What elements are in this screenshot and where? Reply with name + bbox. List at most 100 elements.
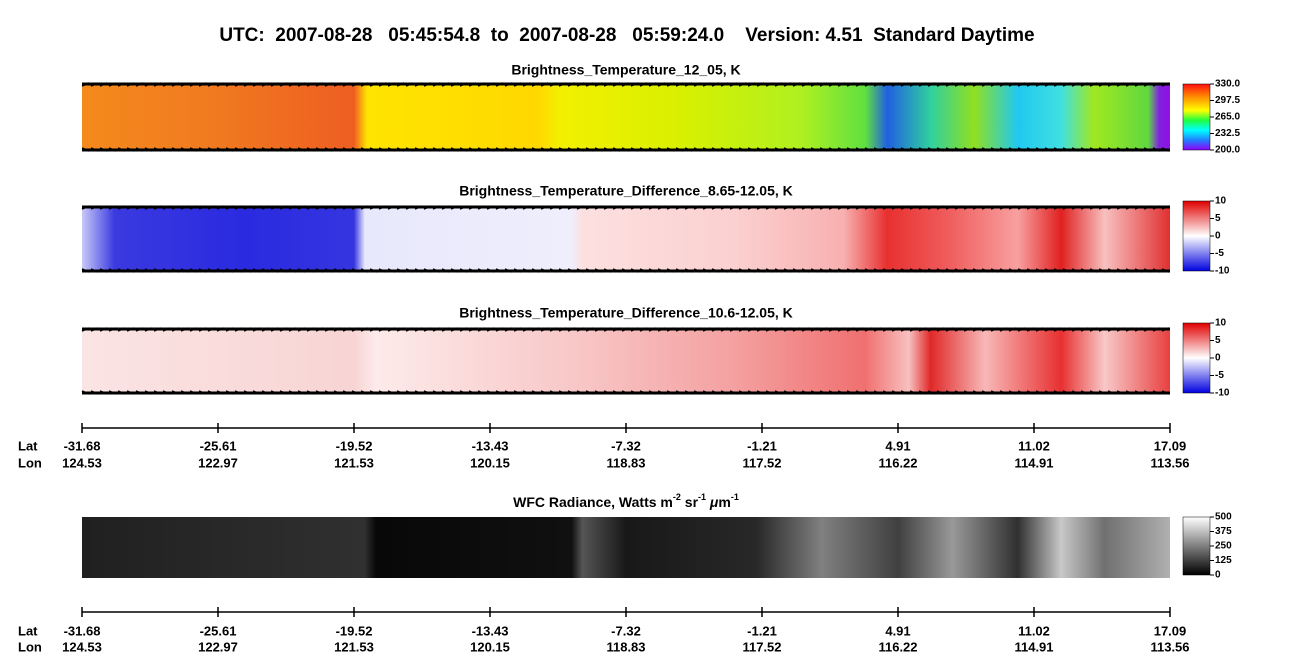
lat-tick-label: -13.43 — [472, 438, 509, 453]
strip-serration — [477, 268, 486, 273]
axis-label: Lat — [18, 623, 38, 638]
strip-serration — [360, 268, 369, 273]
strip-serration — [846, 147, 855, 152]
strip-serration — [225, 390, 234, 395]
strip-serration — [108, 390, 117, 395]
strip-serration — [369, 390, 378, 395]
strip-serration — [252, 390, 261, 395]
lat-tick-label: -19.52 — [336, 438, 373, 453]
strip-serration — [630, 82, 639, 87]
image-strip — [82, 329, 1170, 393]
strip-serration — [810, 82, 819, 87]
strip-serration — [144, 205, 153, 210]
strip-serration — [702, 390, 711, 395]
strip-serration — [909, 268, 918, 273]
strip-serration — [144, 390, 153, 395]
strip-serration — [639, 82, 648, 87]
strip-serration — [1008, 268, 1017, 273]
strip-serration — [684, 147, 693, 152]
title-part: -2 — [673, 492, 681, 502]
strip-serration — [819, 268, 828, 273]
strip-serration — [999, 390, 1008, 395]
strip-serration — [432, 82, 441, 87]
strip-serration — [441, 327, 450, 332]
strip-serration — [360, 205, 369, 210]
strip-serration — [612, 82, 621, 87]
strip-serration — [99, 147, 108, 152]
strip-serration — [621, 147, 630, 152]
strip-serration — [126, 82, 135, 87]
lat-tick-label: 4.91 — [885, 623, 910, 638]
strip-serration — [261, 147, 270, 152]
strip-serration — [612, 147, 621, 152]
strip-serration — [1143, 147, 1152, 152]
strip-serration — [342, 268, 351, 273]
lon-tick-label: 118.83 — [606, 639, 645, 654]
strip-serration — [774, 390, 783, 395]
colorbar — [1182, 200, 1211, 272]
lat-tick-label: -1.21 — [747, 623, 777, 638]
strip-serration — [504, 390, 513, 395]
strip-serration — [702, 327, 711, 332]
strip-serration — [189, 390, 198, 395]
lat-tick-label: 11.02 — [1018, 438, 1050, 453]
strip-serration — [1062, 82, 1071, 87]
strip-serration — [1107, 390, 1116, 395]
strip-serration — [576, 327, 585, 332]
strip-serration — [756, 82, 765, 87]
strip-serration — [378, 268, 387, 273]
strip-serration — [270, 390, 279, 395]
strip-serration — [396, 327, 405, 332]
strip-serration — [162, 147, 171, 152]
strip-serration — [1080, 390, 1089, 395]
strip-serration — [315, 390, 324, 395]
strip-serration — [675, 82, 684, 87]
strip-serration — [432, 390, 441, 395]
strip-serration — [954, 327, 963, 332]
strip-serration — [450, 82, 459, 87]
strip-serration — [198, 327, 207, 332]
strip-serration — [1053, 390, 1062, 395]
strip-serration — [585, 268, 594, 273]
strip-serration — [729, 82, 738, 87]
strip-serration — [1089, 268, 1098, 273]
strip-serration — [126, 205, 135, 210]
strip-serration — [990, 390, 999, 395]
strip-serration — [486, 327, 495, 332]
strip-serration — [810, 205, 819, 210]
strip-serration — [522, 205, 531, 210]
strip-serration — [783, 390, 792, 395]
strip-serration — [1008, 82, 1017, 87]
strip-serration — [99, 327, 108, 332]
strip-serration — [486, 82, 495, 87]
strip-serration — [630, 205, 639, 210]
strip-serration — [594, 327, 603, 332]
lat-tick-label: -31.68 — [64, 438, 101, 453]
strip-serration — [378, 327, 387, 332]
strip-serration — [855, 268, 864, 273]
strip-serration — [729, 327, 738, 332]
strip-serration — [180, 268, 189, 273]
strip-serration — [360, 327, 369, 332]
image-strip — [82, 84, 1170, 150]
strip-serration — [774, 205, 783, 210]
title-part: m — [718, 494, 730, 510]
strip-serration — [612, 268, 621, 273]
strip-serration — [342, 205, 351, 210]
strip-serration — [648, 390, 657, 395]
strip-serration — [891, 205, 900, 210]
strip-serration — [648, 268, 657, 273]
strip-serration — [1107, 82, 1116, 87]
colorbar-label: 500 — [1215, 512, 1232, 523]
strip-serration — [657, 147, 666, 152]
strip-serration — [288, 147, 297, 152]
strip-serration — [558, 327, 567, 332]
strip-serration — [513, 327, 522, 332]
strip-serration — [639, 147, 648, 152]
strip-serration — [846, 327, 855, 332]
strip-serration — [999, 147, 1008, 152]
strip-serration — [279, 268, 288, 273]
strip-serration — [1143, 268, 1152, 273]
strip-serration — [900, 205, 909, 210]
strip-serration — [576, 390, 585, 395]
